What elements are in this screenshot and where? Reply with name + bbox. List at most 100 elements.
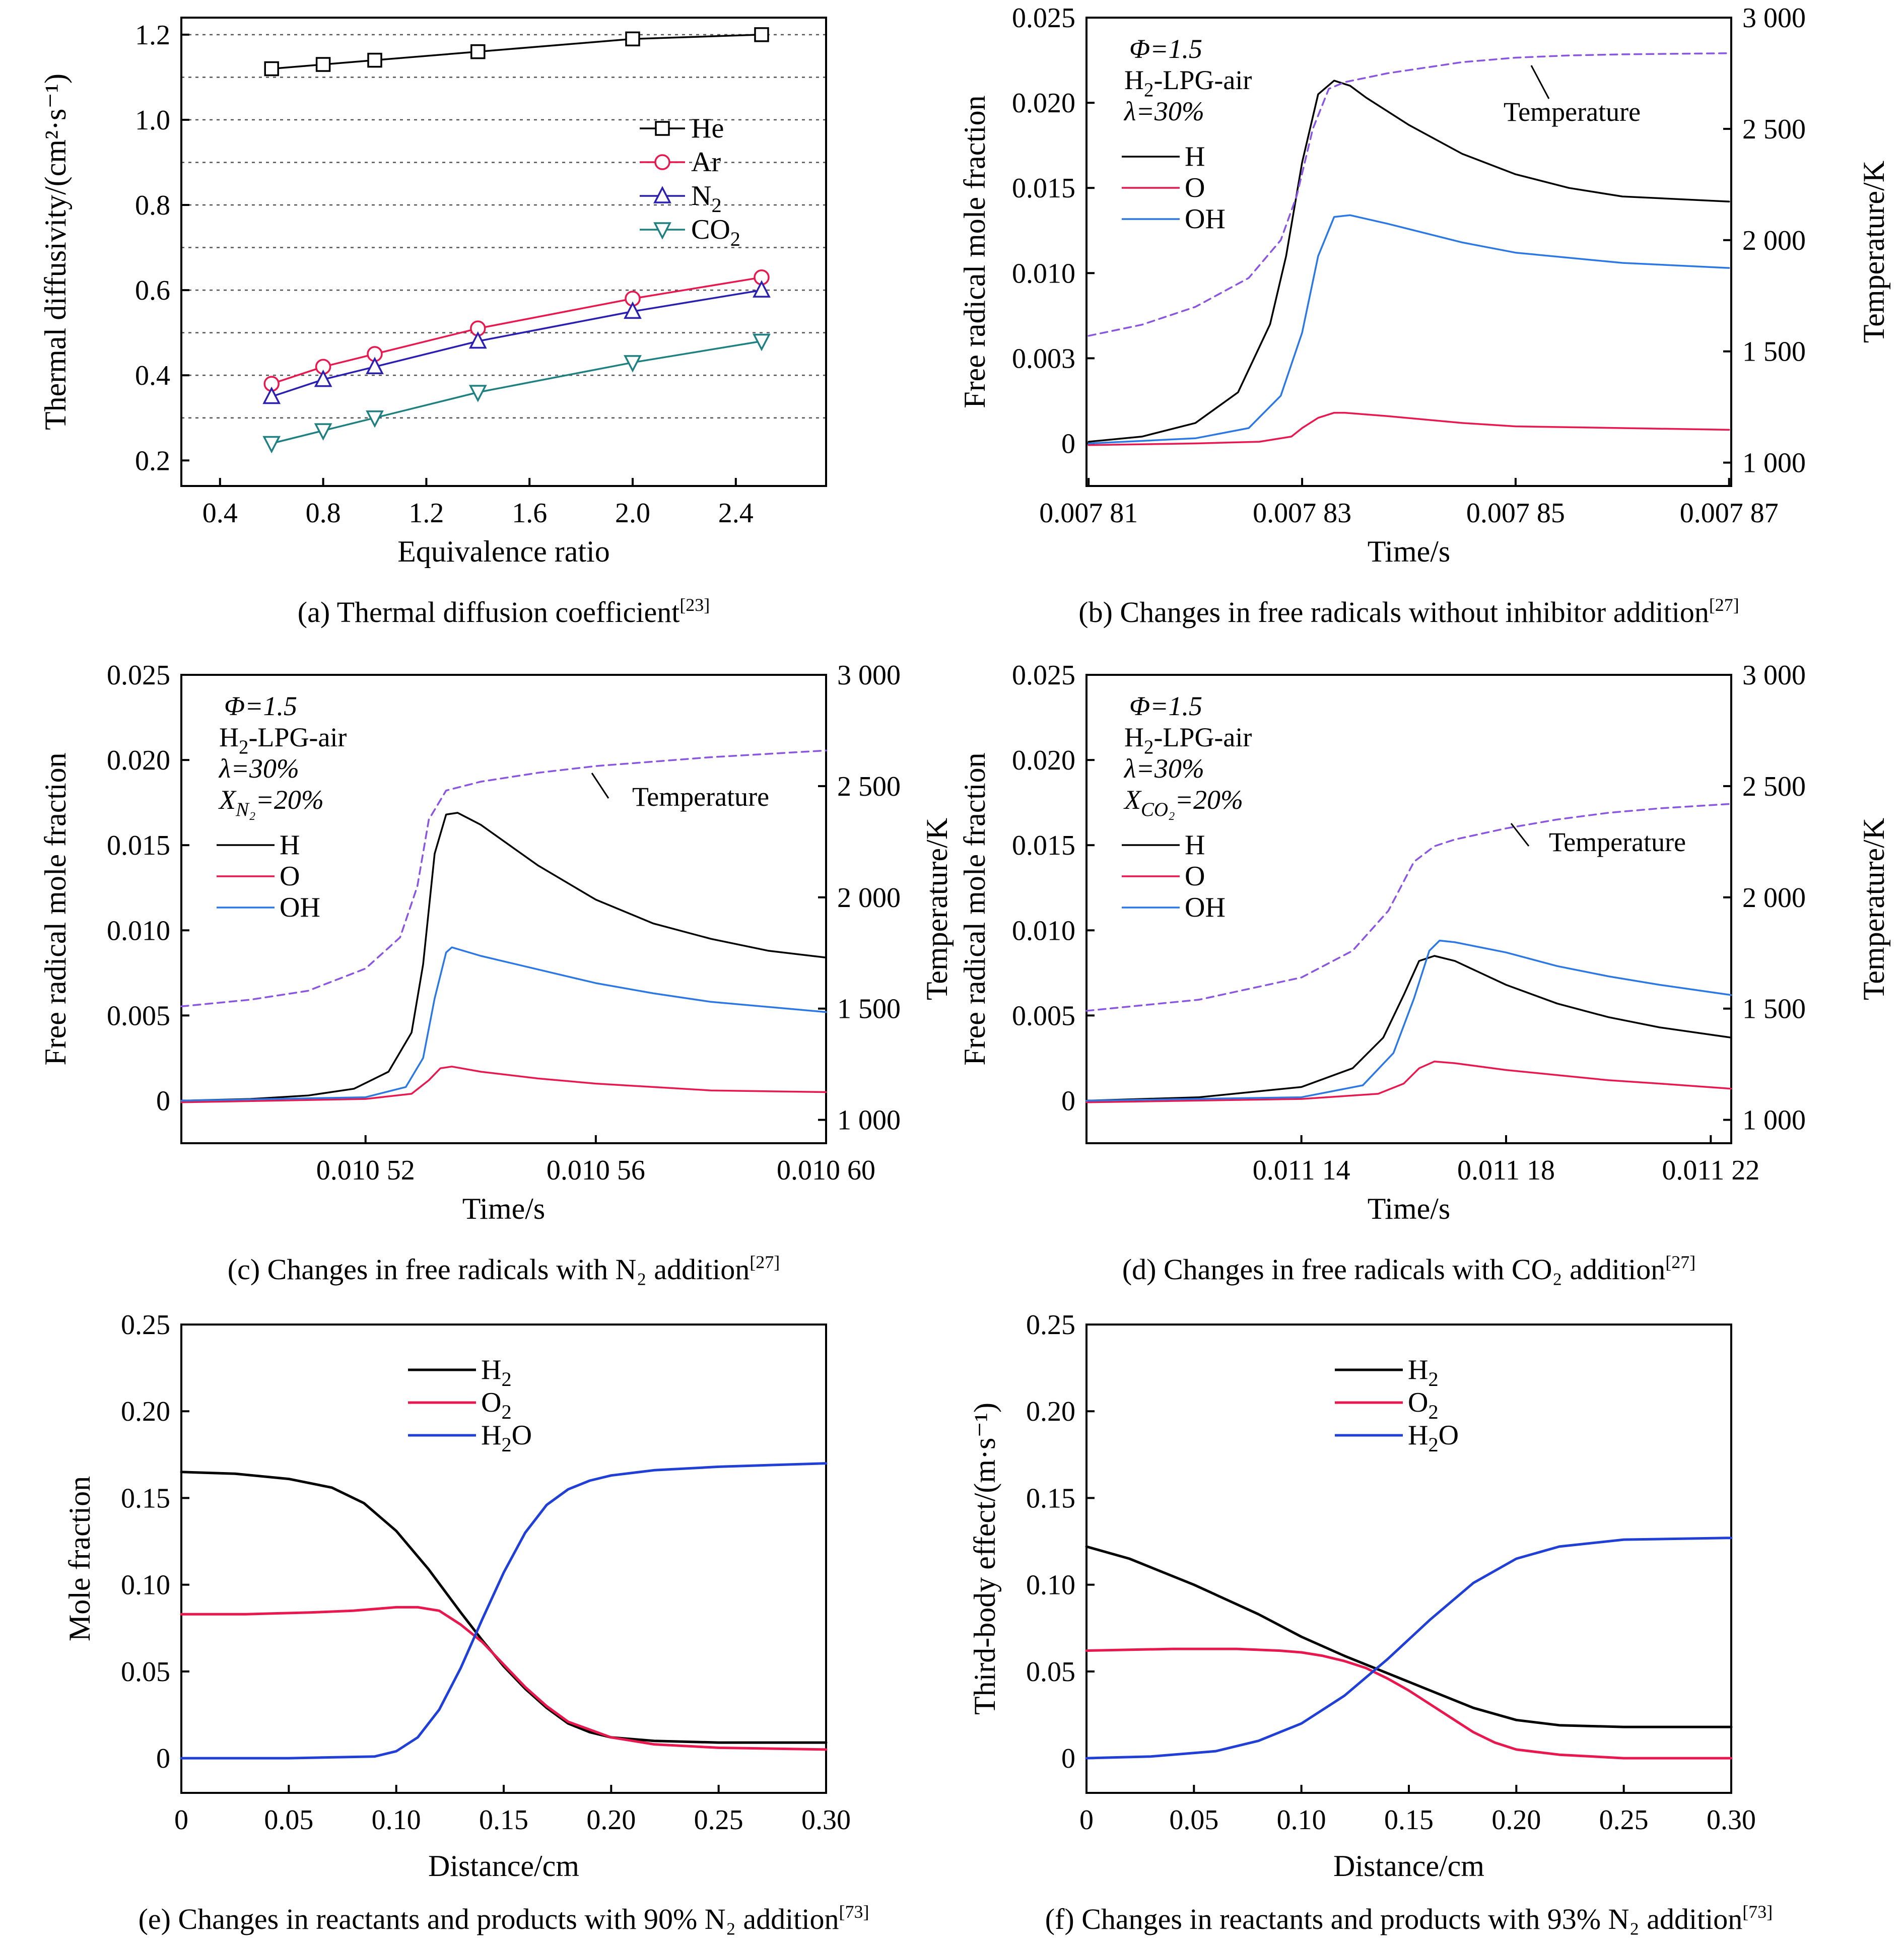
x-tick-label: 0.20 bbox=[586, 1804, 636, 1836]
series-line-temperature bbox=[1085, 803, 1732, 1012]
data-point bbox=[470, 44, 486, 59]
annotation-text: λ=30% bbox=[218, 753, 299, 784]
y-tick-label: 0.010 bbox=[1012, 258, 1075, 289]
data-point bbox=[314, 423, 332, 441]
y-tick-label: 0.015 bbox=[107, 830, 170, 861]
legend-label: O bbox=[280, 861, 300, 892]
y-tick-label: 0 bbox=[156, 1743, 170, 1774]
annotation-text: H2-LPG-air bbox=[1124, 722, 1252, 758]
y-axis-label: Free radical mole fraction bbox=[39, 752, 72, 1065]
y2-tick-label: 2 000 bbox=[1742, 882, 1806, 914]
y-tick-label: 0.8 bbox=[135, 190, 170, 221]
x-axis-label: Equivalence ratio bbox=[397, 535, 609, 568]
x-tick-label: 0.05 bbox=[1169, 1804, 1218, 1836]
legend-label: H2​ bbox=[481, 1354, 512, 1390]
x-tick-label: 0.15 bbox=[479, 1804, 528, 1836]
plot-frame bbox=[180, 1324, 827, 1794]
series-line-oh bbox=[180, 946, 827, 1102]
annotation-pointer bbox=[1510, 823, 1530, 847]
annotation-text: XCO₂=20% bbox=[1123, 785, 1243, 820]
x-tick-label: 0.25 bbox=[1599, 1804, 1649, 1836]
x-axis-label: Distance/cm bbox=[428, 1849, 579, 1883]
y2-axis-label: Temperature/K bbox=[1857, 818, 1890, 1000]
series-line-temperature bbox=[1087, 52, 1730, 337]
y-tick-label: 0.003 bbox=[1012, 343, 1075, 374]
series-line-o bbox=[1087, 411, 1730, 446]
figure-caption: (b) Changes in free radicals without inh… bbox=[1078, 595, 1739, 629]
legend-label: H bbox=[280, 829, 300, 861]
y2-axis-label: Temperature/K bbox=[1857, 161, 1890, 343]
y-tick-label: 0.025 bbox=[107, 660, 170, 691]
legend-label: O bbox=[1185, 861, 1205, 892]
x-axis-label: Time/s bbox=[1368, 1192, 1451, 1225]
legend-marker bbox=[655, 121, 670, 136]
series-line-o bbox=[1085, 1060, 1732, 1103]
temperature-label: Temperature bbox=[1504, 97, 1641, 127]
y-tick-label: 0.10 bbox=[1026, 1570, 1075, 1601]
series-line-co2 bbox=[270, 340, 763, 445]
data-point bbox=[753, 333, 771, 352]
y-tick-label: 0.4 bbox=[135, 360, 170, 391]
y-tick-label: 0.2 bbox=[135, 445, 170, 476]
annotation-text: Φ=1.5 bbox=[1129, 34, 1202, 64]
legend-label: N2​ bbox=[691, 180, 722, 217]
data-point bbox=[315, 57, 331, 72]
legend-label: H bbox=[1185, 829, 1205, 861]
x-tick-label: 0.05 bbox=[264, 1804, 313, 1836]
legend-label: OH bbox=[1185, 203, 1226, 235]
series-line-h2 bbox=[1085, 1545, 1733, 1728]
y-tick-label: 0.020 bbox=[1012, 88, 1075, 119]
y-tick-label: 0.010 bbox=[107, 915, 170, 946]
data-point bbox=[366, 357, 384, 375]
figure-caption: (c) Changes in free radicals with N₂ add… bbox=[228, 1252, 780, 1286]
y-tick-label: 0.020 bbox=[107, 745, 170, 776]
x-tick-label: 0.007 81 bbox=[1039, 498, 1138, 529]
series-line-o2 bbox=[180, 1606, 828, 1751]
x-tick-label: 1.6 bbox=[512, 498, 547, 529]
annotation-text: Φ=1.5 bbox=[224, 691, 297, 721]
y-axis-label: Thermal diffusivity/(cm²·s⁻¹) bbox=[39, 74, 72, 430]
x-tick-label: 0.30 bbox=[801, 1804, 851, 1836]
series-line-oh bbox=[1085, 939, 1732, 1102]
data-point bbox=[314, 369, 332, 387]
y-tick-label: 1.2 bbox=[135, 20, 170, 51]
legend-marker bbox=[653, 186, 671, 203]
x-tick-label: 0.010 52 bbox=[316, 1155, 415, 1186]
y-tick-label: 0 bbox=[1061, 1743, 1075, 1774]
annotation-text: H2-LPG-air bbox=[1124, 65, 1252, 101]
y2-tick-label: 1 000 bbox=[1742, 1105, 1806, 1136]
y-tick-label: 0.20 bbox=[1026, 1396, 1075, 1427]
y2-tick-label: 3 000 bbox=[837, 660, 901, 691]
y-tick-label: 0 bbox=[156, 1085, 170, 1117]
plot-frame bbox=[1085, 674, 1732, 1144]
chart-panel-f: 0 0.05 0.10 0.15 0.20 0.25 0.30 0 0.05 0.10 0.15 0.… bbox=[968, 1309, 1773, 1935]
legend-marker bbox=[654, 154, 670, 170]
y-tick-label: 0.025 bbox=[1012, 3, 1075, 34]
chart-panel-b: 0.007 81 0.007 83 0.007 85 0.007 87 0 0.003 0.… bbox=[958, 3, 1890, 629]
y2-tick-label: 3 000 bbox=[1742, 3, 1806, 34]
figure-caption: (a) Thermal diffusion coefficient[23] bbox=[298, 595, 710, 629]
plot-frame bbox=[1085, 17, 1732, 487]
data-point bbox=[367, 52, 382, 68]
chart-panel-c: 0.010 52 0.010 56 0.010 60 0 0.005 0.010 0.015… bbox=[39, 660, 954, 1286]
x-axis-label: Time/s bbox=[462, 1192, 546, 1225]
y-tick-label: 0.25 bbox=[121, 1309, 170, 1341]
y2-tick-label: 2 500 bbox=[837, 771, 901, 802]
x-tick-label: 0.007 87 bbox=[1680, 498, 1779, 529]
x-tick-label: 0.011 14 bbox=[1253, 1155, 1350, 1186]
series-line-h2o bbox=[180, 1462, 828, 1760]
y-tick-label: 0.25 bbox=[1026, 1309, 1075, 1341]
y-tick-label: 0.15 bbox=[1026, 1483, 1075, 1514]
legend-marker bbox=[653, 222, 671, 240]
y-axis-label: Third-body effect/(m·s⁻¹) bbox=[968, 1403, 1001, 1715]
legend-label: H2​ bbox=[1408, 1354, 1439, 1390]
figure-caption: (f) Changes in reactants and products wi… bbox=[1045, 1902, 1773, 1935]
y-tick-label: 0.010 bbox=[1012, 915, 1075, 946]
data-point bbox=[624, 301, 642, 319]
y-tick-label: 0.6 bbox=[135, 275, 170, 306]
plot-frame bbox=[180, 674, 827, 1144]
legend-label: O2​ bbox=[1408, 1387, 1439, 1423]
y-tick-label: 0.15 bbox=[121, 1483, 170, 1514]
legend-label: OH bbox=[1185, 892, 1226, 923]
